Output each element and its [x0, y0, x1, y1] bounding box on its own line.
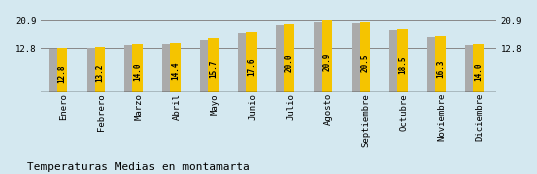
- Bar: [133, 44, 143, 92]
- Text: 18.5: 18.5: [398, 56, 407, 74]
- Bar: [57, 48, 67, 92]
- Bar: [162, 44, 172, 92]
- Bar: [246, 32, 257, 92]
- Text: 14.0: 14.0: [133, 62, 142, 81]
- Text: 13.2: 13.2: [96, 64, 104, 82]
- Bar: [436, 36, 446, 92]
- Text: 15.7: 15.7: [209, 60, 218, 78]
- Bar: [200, 39, 209, 92]
- Bar: [284, 23, 294, 92]
- Text: 14.4: 14.4: [171, 62, 180, 80]
- Text: 12.8: 12.8: [57, 64, 67, 83]
- Text: 17.6: 17.6: [247, 57, 256, 76]
- Bar: [389, 30, 399, 92]
- Text: 20.9: 20.9: [323, 53, 331, 71]
- Bar: [95, 47, 105, 92]
- Bar: [397, 29, 408, 92]
- Bar: [360, 22, 370, 92]
- Bar: [208, 38, 219, 92]
- Bar: [322, 21, 332, 92]
- Bar: [276, 25, 285, 92]
- Bar: [49, 49, 58, 92]
- Bar: [314, 22, 323, 92]
- Bar: [86, 48, 96, 92]
- Text: Temperaturas Medias en montamarta: Temperaturas Medias en montamarta: [27, 162, 250, 172]
- Text: 20.5: 20.5: [360, 53, 369, 72]
- Bar: [170, 43, 181, 92]
- Bar: [125, 45, 134, 92]
- Bar: [473, 44, 484, 92]
- Text: 16.3: 16.3: [436, 59, 445, 78]
- Bar: [352, 23, 361, 92]
- Bar: [465, 45, 475, 92]
- Text: 20.0: 20.0: [285, 54, 294, 72]
- Text: 14.0: 14.0: [474, 62, 483, 81]
- Bar: [427, 37, 437, 92]
- Bar: [238, 33, 248, 92]
